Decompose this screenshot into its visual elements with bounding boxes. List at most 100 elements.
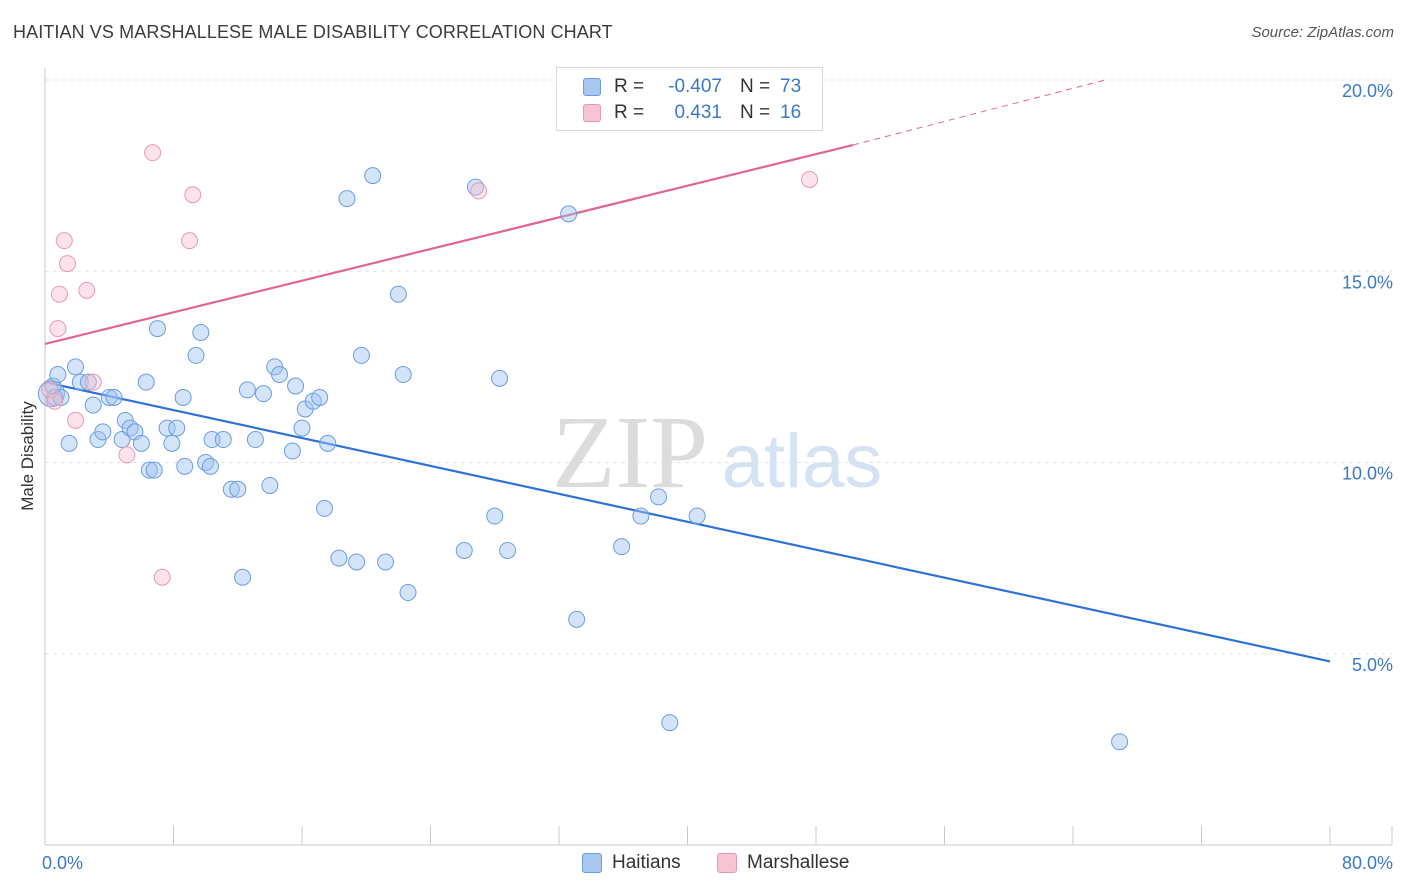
point-haitians: [94, 423, 112, 441]
legend-row-marshallese: R = 0.431 N = 16: [583, 101, 801, 125]
x-tick-label: 80.0%: [1342, 853, 1393, 873]
point-haitians: [140, 461, 158, 479]
point-haitians: [613, 538, 631, 556]
point-haitians: [293, 419, 311, 437]
correlation-legend: R = -0.407 N = 73 R = 0.431 N = 16: [556, 67, 823, 131]
point-haitians: [271, 366, 289, 384]
point-haitians: [486, 507, 504, 525]
legend-item-haitians[interactable]: Haitians: [582, 852, 681, 874]
marshallese-swatch: [583, 104, 601, 122]
point-haitians: [650, 488, 668, 506]
point-haitians: [49, 366, 67, 384]
point-haitians: [1111, 733, 1129, 751]
point-marshallese: [184, 186, 202, 204]
point-haitians: [632, 507, 650, 525]
point-haitians: [158, 419, 176, 437]
r-value: 0.431: [674, 102, 722, 123]
point-haitians: [234, 568, 252, 586]
point-haitians: [352, 346, 370, 364]
point-marshallese: [67, 411, 85, 429]
tick-labels: 5.0% 10.0% 15.0% 20.0% 0.0% 80.0%: [42, 81, 1393, 873]
point-haitians: [455, 541, 473, 559]
trendline-marshallese: [852, 79, 1106, 146]
r-label: R =: [614, 102, 645, 123]
point-haitians: [389, 285, 407, 303]
trendline-marshallese: [44, 143, 854, 345]
trendline-haitians: [44, 381, 1331, 663]
point-haitians: [60, 434, 78, 452]
haitians-swatch: [583, 78, 601, 96]
point-haitians: [137, 373, 155, 391]
axes: [44, 68, 1393, 846]
point-marshallese: [470, 182, 488, 200]
point-haitians: [491, 369, 509, 387]
point-marshallese: [46, 392, 64, 410]
y-tick-label: 10.0%: [1342, 464, 1393, 484]
point-haitians: [201, 457, 219, 475]
point-haitians: [105, 388, 123, 406]
point-haitians: [148, 320, 166, 338]
y-tick-label: 5.0%: [1352, 655, 1393, 675]
n-value: 73: [780, 76, 802, 97]
point-haitians: [377, 553, 395, 571]
legend-label-marshallese: Marshallese: [747, 852, 850, 873]
point-marshallese: [801, 170, 819, 188]
point-haitians: [499, 541, 517, 559]
n-label: N =: [740, 102, 771, 123]
point-haitians: [229, 480, 247, 498]
point-haitians: [688, 507, 706, 525]
legend-item-marshallese[interactable]: Marshallese: [717, 852, 849, 874]
point-haitians: [79, 373, 97, 391]
point-marshallese: [49, 320, 67, 338]
point-haitians: [100, 388, 118, 406]
point-haitians: [67, 358, 85, 376]
point-marshallese: [153, 568, 171, 586]
point-haitians: [168, 419, 186, 437]
series-legend: Haitians Marshallese: [0, 852, 1406, 876]
trend-lines: [44, 79, 1331, 663]
point-haitians: [176, 457, 194, 475]
point-marshallese: [55, 232, 73, 250]
point-haitians: [394, 366, 412, 384]
r-label: R =: [614, 76, 645, 97]
x-tick-label: 0.0%: [42, 853, 83, 873]
point-haitians: [661, 714, 679, 732]
watermark: ZIP atlas: [552, 395, 882, 510]
marshallese-swatch: [717, 853, 737, 873]
source-label: Source: ZipAtlas.com: [1251, 24, 1394, 41]
point-haitians: [287, 377, 305, 395]
point-haitians: [84, 396, 102, 414]
point-marshallese: [58, 255, 76, 273]
r-value: -0.407: [668, 76, 722, 97]
point-haitians: [330, 549, 348, 567]
point-haitians: [261, 476, 279, 494]
point-haitians: [174, 388, 192, 406]
point-haitians: [319, 434, 337, 452]
point-haitians: [214, 431, 232, 449]
n-value: 16: [780, 102, 802, 123]
point-haitians: [338, 190, 356, 208]
point-haitians: [187, 346, 205, 364]
point-marshallese: [84, 373, 102, 391]
point-haitians: [163, 434, 181, 452]
y-tick-label: 15.0%: [1342, 272, 1393, 292]
point-haitians: [145, 461, 163, 479]
point-marshallese: [118, 446, 136, 464]
point-haitians: [246, 431, 264, 449]
point-haitians: [222, 480, 240, 498]
data-points: [37, 144, 1129, 751]
point-haitians: [315, 499, 333, 517]
point-haitians: [348, 553, 366, 571]
point-haitians: [364, 167, 382, 185]
point-haitians: [238, 381, 256, 399]
point-haitians: [560, 205, 578, 223]
point-marshallese: [181, 232, 199, 250]
point-marshallese: [78, 281, 96, 299]
point-haitians: [283, 442, 301, 460]
point-haitians: [132, 434, 150, 452]
point-haitians: [568, 610, 586, 628]
point-marshallese: [144, 144, 162, 162]
legend-label-haitians: Haitians: [612, 852, 681, 873]
point-haitians: [311, 388, 329, 406]
